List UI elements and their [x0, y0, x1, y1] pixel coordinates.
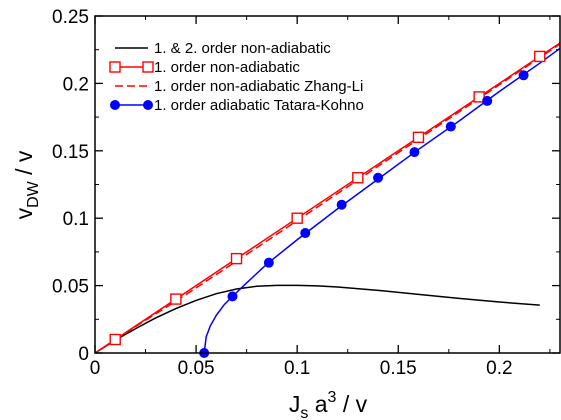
data-point-1-order-adiabatic-tatara-kohno: [227, 291, 238, 302]
data-point-1-order-non-adiabatic: [170, 293, 182, 305]
y-tick-label: 0.2: [63, 74, 89, 95]
data-point-1-order-adiabatic-tatara-kohno: [373, 172, 384, 183]
data-point-1-order-adiabatic-tatara-kohno: [300, 228, 311, 239]
legend-label-1-2-order-non-adiabatic: 1. & 2. order non-adiabatic: [154, 40, 331, 57]
x-axis-label: Js a3 / v: [289, 389, 368, 420]
series-line-1-2-order-non-adiabatic: [95, 284, 540, 353]
series-line-1-order-adiabatic-tatara-kohno: [203, 47, 560, 353]
y-axis-label: vDW / v: [11, 150, 42, 219]
x-tick-label: 0: [90, 358, 101, 379]
data-point-1-order-adiabatic-tatara-kohno: [518, 70, 529, 81]
tick-layer: 0 0.05 0.1 0.15 0.2 0 0.05 0.1 0.15 0.2 0.25: [52, 7, 560, 379]
data-point-1-order-non-adiabatic: [534, 50, 546, 63]
data-point-1-order-adiabatic-tatara-kohno: [409, 147, 420, 158]
data-point-1-order-non-adiabatic: [230, 252, 243, 265]
series-line-1-order-non-adiabatic-zhang-li: [95, 43, 560, 353]
x-tick-label: 0.1: [284, 358, 310, 379]
data-point-1-order-non-adiabatic: [473, 91, 485, 103]
legend-label-1-order-adiabatic-tatara-kohno: 1. order adiabatic Tatara-Kohno: [154, 97, 364, 114]
legend-label-1-order-non-adiabatic: 1. order non-adiabatic: [154, 59, 300, 76]
y-tick-label: 0: [78, 344, 89, 365]
data-point-1-order-adiabatic-tatara-kohno: [445, 121, 456, 132]
legend: 1. & 2. order non-adiabatic 1. order non-…: [109, 40, 364, 114]
data-point-1-order-non-adiabatic: [291, 212, 303, 224]
legend-marker-1-order-adiabatic-tatara-kohno: [110, 100, 120, 110]
data-point-1-order-adiabatic-tatara-kohno: [336, 199, 347, 210]
data-point-1-order-non-adiabatic: [109, 333, 121, 346]
x-tick-label: 0.2: [486, 358, 512, 379]
data-point-1-order-adiabatic-tatara-kohno: [263, 257, 274, 268]
data-point-1-order-non-adiabatic: [352, 172, 364, 184]
y-tick-label: 0.1: [63, 209, 89, 230]
x-tick-label: 0.15: [380, 358, 417, 379]
data-point-1-order-non-adiabatic: [412, 131, 425, 144]
x-tick-label: 0.05: [178, 358, 215, 379]
y-tick-label: 0.25: [52, 7, 89, 28]
legend-marker-1-order-adiabatic-tatara-kohno: [143, 100, 153, 110]
y-tick-label: 0.05: [52, 277, 89, 298]
legend-marker-1-order-non-adiabatic: [142, 61, 154, 73]
y-tick-label: 0.15: [52, 142, 89, 163]
legend-label-1-order-non-adiabatic-zhang-li: 1. order non-adiabatic Zhang-Li: [154, 78, 363, 95]
data-point-1-order-adiabatic-tatara-kohno: [482, 95, 493, 106]
legend-marker-1-order-non-adiabatic: [109, 61, 121, 73]
